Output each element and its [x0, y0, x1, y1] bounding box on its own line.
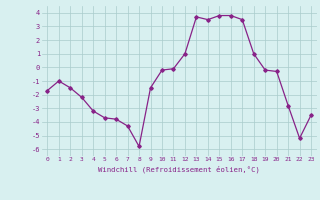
- X-axis label: Windchill (Refroidissement éolien,°C): Windchill (Refroidissement éolien,°C): [98, 165, 260, 173]
